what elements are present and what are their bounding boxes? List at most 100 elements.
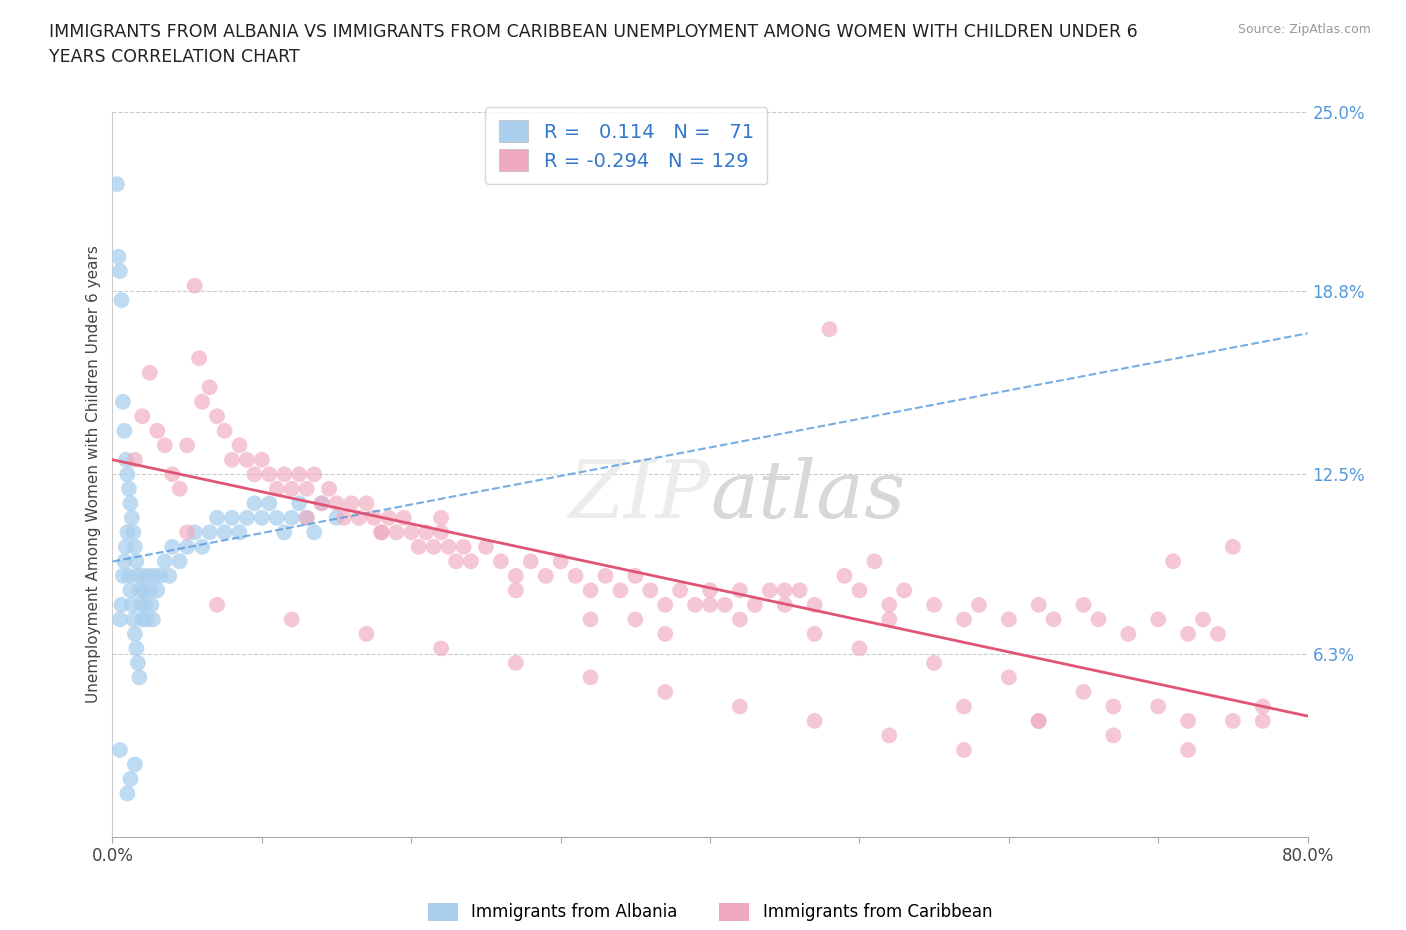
Point: [153, 554, 176, 569]
Point: [759, 583, 782, 598]
Point: [243, 467, 266, 482]
Point: [131, 409, 153, 424]
Point: [236, 452, 259, 467]
Point: [654, 597, 676, 612]
Point: [129, 597, 152, 612]
Point: [107, 249, 129, 264]
Point: [198, 379, 221, 394]
Point: [624, 568, 647, 583]
Point: [430, 641, 453, 656]
Point: [141, 597, 163, 612]
Point: [138, 568, 160, 583]
Point: [117, 467, 139, 482]
Point: [520, 554, 543, 569]
Point: [125, 641, 148, 656]
Point: [250, 452, 273, 467]
Point: [489, 554, 512, 569]
Point: [818, 322, 841, 337]
Point: [415, 525, 437, 539]
Point: [143, 568, 166, 583]
Point: [953, 742, 976, 757]
Point: [1118, 627, 1140, 642]
Point: [1102, 699, 1125, 714]
Point: [430, 525, 453, 539]
Point: [430, 511, 453, 525]
Point: [115, 539, 138, 554]
Point: [125, 554, 148, 569]
Point: [595, 568, 617, 583]
Point: [295, 511, 318, 525]
Point: [1073, 684, 1095, 699]
Point: [311, 496, 333, 511]
Point: [1206, 627, 1229, 642]
Point: [183, 525, 205, 539]
Point: [1087, 612, 1109, 627]
Text: atlas: atlas: [710, 458, 905, 535]
Point: [1102, 728, 1125, 743]
Point: [118, 482, 141, 497]
Point: [108, 742, 131, 757]
Point: [266, 482, 288, 497]
Point: [744, 597, 766, 612]
Point: [162, 539, 183, 554]
Point: [205, 409, 228, 424]
Point: [250, 511, 273, 525]
Point: [169, 554, 191, 569]
Point: [654, 627, 676, 642]
Y-axis label: Unemployment Among Women with Children Under 6 years: Unemployment Among Women with Children U…: [86, 246, 101, 703]
Point: [205, 597, 228, 612]
Point: [564, 568, 586, 583]
Legend: Immigrants from Albania, Immigrants from Caribbean: Immigrants from Albania, Immigrants from…: [422, 897, 998, 928]
Point: [475, 539, 498, 554]
Point: [259, 467, 281, 482]
Point: [122, 612, 145, 627]
Point: [221, 452, 243, 467]
Point: [105, 177, 128, 192]
Point: [325, 496, 347, 511]
Point: [111, 394, 134, 409]
Point: [134, 597, 156, 612]
Point: [1177, 627, 1199, 642]
Point: [162, 467, 183, 482]
Point: [131, 568, 153, 583]
Point: [967, 597, 990, 612]
Point: [579, 612, 602, 627]
Point: [789, 583, 811, 598]
Point: [114, 423, 135, 438]
Point: [879, 612, 901, 627]
Point: [378, 511, 401, 525]
Point: [127, 656, 149, 671]
Point: [110, 293, 132, 308]
Point: [124, 757, 146, 772]
Point: [728, 612, 751, 627]
Point: [121, 597, 143, 612]
Point: [879, 728, 901, 743]
Point: [183, 278, 205, 293]
Point: [214, 423, 236, 438]
Point: [408, 539, 430, 554]
Point: [1161, 554, 1184, 569]
Point: [176, 438, 198, 453]
Point: [1251, 699, 1274, 714]
Point: [437, 539, 460, 554]
Point: [198, 525, 221, 539]
Point: [363, 511, 385, 525]
Point: [124, 452, 146, 467]
Point: [295, 511, 318, 525]
Point: [188, 351, 211, 365]
Point: [370, 525, 392, 539]
Point: [142, 612, 165, 627]
Point: [325, 511, 347, 525]
Point: [922, 656, 945, 671]
Point: [153, 438, 176, 453]
Point: [122, 525, 145, 539]
Point: [214, 525, 236, 539]
Point: [115, 452, 138, 467]
Point: [1028, 597, 1050, 612]
Point: [157, 568, 180, 583]
Point: [146, 423, 169, 438]
Point: [120, 496, 142, 511]
Text: Source: ZipAtlas.com: Source: ZipAtlas.com: [1237, 23, 1371, 36]
Point: [356, 496, 378, 511]
Point: [453, 539, 475, 554]
